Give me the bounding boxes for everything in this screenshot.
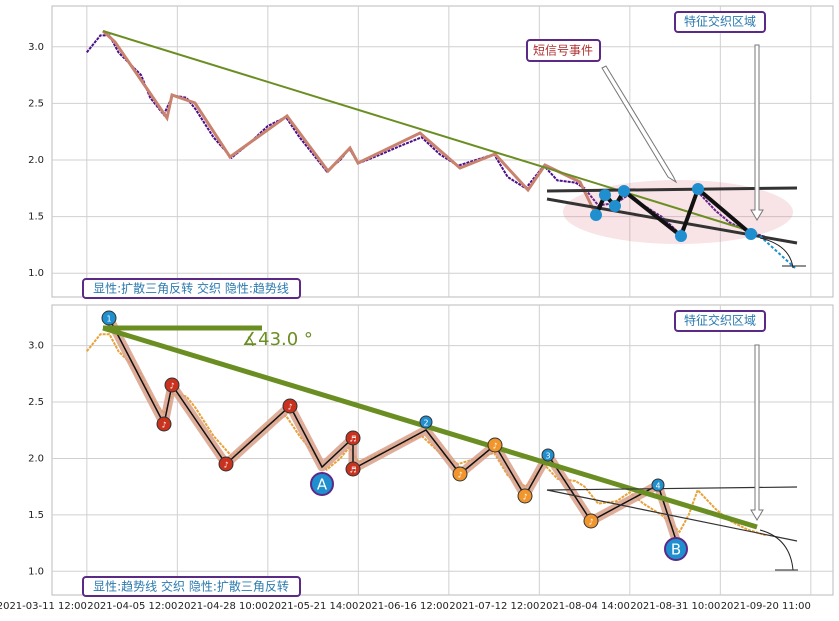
pattern-line bbox=[101, 29, 598, 216]
annotation-box bbox=[674, 11, 766, 33]
x-tick-label: 2021-08-04 14:00 bbox=[540, 601, 630, 612]
trend-line bbox=[102, 325, 758, 530]
arrow bbox=[750, 344, 764, 521]
event-marker bbox=[452, 466, 468, 482]
event-marker bbox=[345, 461, 361, 477]
y-tick-label: 1.0 bbox=[28, 566, 44, 577]
x-tick-label: 2021-08-31 10:00 bbox=[630, 601, 720, 612]
event-marker bbox=[651, 478, 665, 492]
y-tick-label: 3.0 bbox=[28, 341, 44, 352]
annotation-box bbox=[82, 576, 301, 597]
event-label: 3 bbox=[545, 452, 550, 461]
event-label: ♪ bbox=[223, 461, 228, 470]
y-tick-label: 1.0 bbox=[28, 268, 44, 279]
x-tick-label: 2021-06-16 12:00 bbox=[359, 601, 449, 612]
event-marker bbox=[156, 416, 172, 432]
x-tick-label: 2021-09-20 11:00 bbox=[721, 601, 811, 612]
event-marker bbox=[310, 472, 334, 496]
event-marker bbox=[517, 488, 533, 504]
arc bbox=[759, 529, 798, 571]
event-label: ♪ bbox=[522, 493, 527, 502]
event-label: 1 bbox=[106, 315, 111, 324]
y-tick-label: 2.0 bbox=[28, 453, 44, 464]
annotation-box bbox=[526, 39, 601, 62]
event-label: ♬ bbox=[349, 466, 356, 475]
x-tick-label: 2021-05-21 14:00 bbox=[268, 601, 358, 612]
event-marker bbox=[487, 437, 503, 453]
annotation-box bbox=[82, 278, 301, 299]
event-label: ♬ bbox=[349, 435, 356, 444]
annotation-box bbox=[674, 310, 766, 332]
x-tick-label: 2021-07-12 12:00 bbox=[449, 601, 539, 612]
x-tick-label: 2021-03-11 12:00 bbox=[0, 601, 87, 612]
arrow bbox=[750, 44, 764, 221]
triangle-line bbox=[546, 489, 798, 542]
event-label: A bbox=[317, 476, 328, 494]
annotation: 短信号事件 bbox=[533, 44, 593, 58]
event-label: ♪ bbox=[161, 421, 166, 430]
arc bbox=[759, 237, 806, 269]
event-label: ♪ bbox=[492, 442, 497, 451]
event-marker bbox=[218, 456, 234, 472]
event-marker bbox=[345, 430, 361, 446]
annotation: 显性:扩散三角反转 交织 隐性:趋势线 bbox=[93, 281, 289, 296]
event-label: 4 bbox=[655, 482, 660, 491]
event-marker bbox=[541, 448, 555, 462]
annotation: 显性:趋势线 交织 隐性:扩散三角反转 bbox=[93, 579, 289, 594]
event-marker bbox=[282, 398, 298, 414]
event-label: 2 bbox=[423, 419, 428, 428]
event-marker bbox=[419, 415, 433, 429]
y-tick-label: 2.5 bbox=[28, 397, 44, 408]
event-label: ♪ bbox=[457, 471, 462, 480]
event-label: ♪ bbox=[588, 518, 593, 527]
event-marker bbox=[664, 537, 688, 561]
y-tick-label: 2.5 bbox=[28, 98, 44, 109]
event-label: ♪ bbox=[287, 403, 292, 412]
trend-line bbox=[102, 30, 758, 234]
event-marker bbox=[583, 513, 599, 529]
y-tick-label: 2.0 bbox=[28, 155, 44, 166]
event-label: ♪ bbox=[169, 382, 174, 391]
dots bbox=[590, 183, 757, 242]
projection bbox=[759, 235, 796, 269]
y-tick-label: 3.0 bbox=[28, 42, 44, 53]
annotation: 特征交织区域 bbox=[684, 14, 756, 29]
annotation: 特征交织区域 bbox=[684, 313, 756, 328]
y-tick-label: 1.5 bbox=[28, 510, 44, 521]
x-tick-label: 2021-04-28 10:00 bbox=[178, 601, 268, 612]
angle-label: ∡43.0 ° bbox=[242, 329, 313, 350]
x-tick-label: 2021-04-05 12:00 bbox=[87, 601, 177, 612]
event-marker bbox=[101, 310, 117, 326]
event-marker bbox=[164, 377, 180, 393]
arrow bbox=[601, 65, 678, 184]
y-tick-label: 1.5 bbox=[28, 212, 44, 223]
pattern-line bbox=[108, 317, 677, 541]
event-label: B bbox=[671, 541, 681, 559]
